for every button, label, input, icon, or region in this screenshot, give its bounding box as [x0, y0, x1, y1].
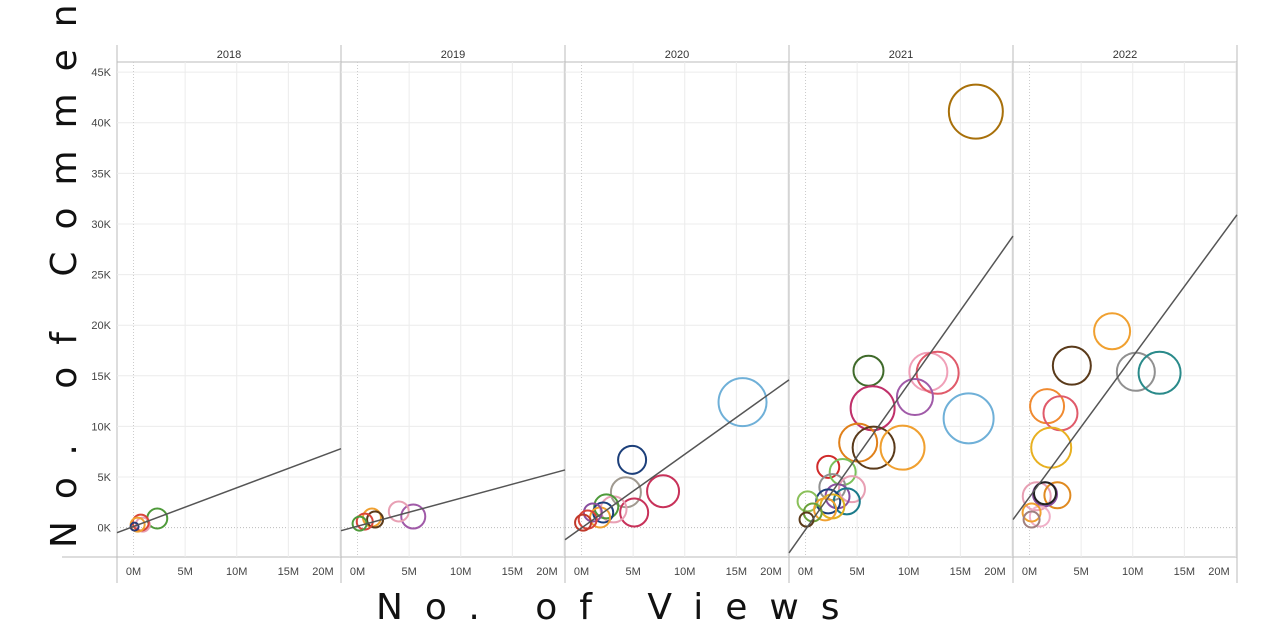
x-tick-label: 15M — [726, 566, 747, 578]
panel-2020: 0M 5M 10M 15M 20M 2020 — [564, 45, 790, 583]
y-axis-title: No. of Comments — [44, 0, 85, 548]
data-point — [1022, 510, 1041, 529]
y-tick-label: 40K — [91, 118, 111, 130]
data-point — [851, 425, 896, 470]
data-point — [129, 521, 140, 532]
data-point — [134, 516, 151, 533]
panel-2019: 0M 5M 10M 15M 20M 2019 — [340, 45, 566, 583]
data-point — [816, 454, 841, 479]
panel-header: 2020 — [665, 49, 689, 61]
trend-line — [788, 235, 1014, 554]
x-tick-label: 15M — [950, 566, 971, 578]
data-point — [1021, 502, 1042, 523]
data-point — [717, 377, 768, 428]
data-point — [879, 424, 926, 471]
data-point — [1033, 481, 1057, 506]
y-tick-label: 5K — [98, 472, 112, 484]
data-point — [895, 378, 934, 417]
panel-header: 2018 — [217, 49, 241, 61]
data-point — [646, 474, 681, 509]
data-point — [1021, 481, 1052, 512]
x-tick-label: 10M — [226, 566, 247, 578]
y-tick-label: 0K — [98, 523, 112, 535]
panel-2021: 0M 5M 10M 15M 20M 2021 — [788, 45, 1014, 583]
y-tick-label: 35K — [91, 168, 111, 180]
data-point — [617, 444, 648, 475]
x-tick-label: 20M — [312, 566, 333, 578]
x-tick-label: 20M — [760, 566, 781, 578]
data-point — [1051, 345, 1092, 386]
x-tick-label: 5M — [177, 566, 192, 578]
panel-header: 2021 — [889, 49, 913, 61]
data-point — [1093, 312, 1132, 351]
x-tick-label: 5M — [401, 566, 416, 578]
data-point — [1042, 395, 1079, 432]
y-tick-label: 30K — [91, 219, 111, 231]
x-tick-label: 15M — [1174, 566, 1195, 578]
x-tick-label: 10M — [898, 566, 919, 578]
trend-line — [340, 469, 566, 532]
trend-line — [564, 379, 790, 541]
x-axis-title: No. of Views — [376, 587, 862, 628]
y-tick-label: 20K — [91, 320, 111, 332]
x-tick-label: 20M — [536, 566, 557, 578]
trend-line — [1012, 214, 1238, 520]
data-point — [947, 83, 1004, 140]
x-tick-label: 0M — [350, 566, 365, 578]
data-point — [1028, 505, 1051, 528]
panel-header: 2022 — [1113, 49, 1137, 61]
y-tick-label: 15K — [91, 371, 111, 383]
panel-header: 2019 — [441, 49, 465, 61]
data-point — [1043, 481, 1072, 510]
x-tick-label: 5M — [1073, 566, 1088, 578]
y-tick-label: 25K — [91, 270, 111, 282]
data-point — [609, 476, 642, 509]
data-point — [798, 511, 815, 528]
data-point — [813, 497, 838, 522]
x-tick-label: 10M — [674, 566, 695, 578]
x-tick-label: 20M — [1208, 566, 1229, 578]
trend-line — [116, 447, 342, 534]
x-tick-label: 10M — [450, 566, 471, 578]
y-tick-label: 10K — [91, 421, 111, 433]
data-point — [837, 475, 866, 504]
data-point — [400, 503, 427, 530]
x-tick-label: 10M — [1122, 566, 1143, 578]
data-point — [619, 497, 650, 528]
data-point — [387, 500, 410, 523]
data-point — [942, 392, 995, 445]
x-tick-label: 5M — [849, 566, 864, 578]
x-tick-label: 0M — [574, 566, 589, 578]
data-point — [815, 488, 842, 515]
panel-2022: 0M 5M 10M 15M 20M 2022 — [1012, 45, 1238, 583]
data-point — [852, 354, 885, 387]
x-tick-label: 0M — [126, 566, 141, 578]
y-axis: 0K 5K 10K 15K 20K 25K 30K 35K 40K 45K — [62, 45, 1237, 583]
x-tick-label: 15M — [502, 566, 523, 578]
panels: 0M 5M 10M 15M 20M 2018 0M 5M 10M 15M 20M 2019 0M 5M 10… — [116, 45, 1238, 583]
data-point — [1029, 388, 1066, 425]
x-tick-label: 0M — [1022, 566, 1037, 578]
x-tick-label: 0M — [798, 566, 813, 578]
x-tick-label: 20M — [984, 566, 1005, 578]
data-point — [574, 513, 593, 532]
x-tick-label: 15M — [278, 566, 299, 578]
data-point — [1137, 350, 1182, 395]
panel-2018: 0M 5M 10M 15M 20M 2018 — [116, 45, 342, 583]
y-tick-label: 45K — [91, 67, 111, 79]
x-tick-label: 5M — [625, 566, 640, 578]
